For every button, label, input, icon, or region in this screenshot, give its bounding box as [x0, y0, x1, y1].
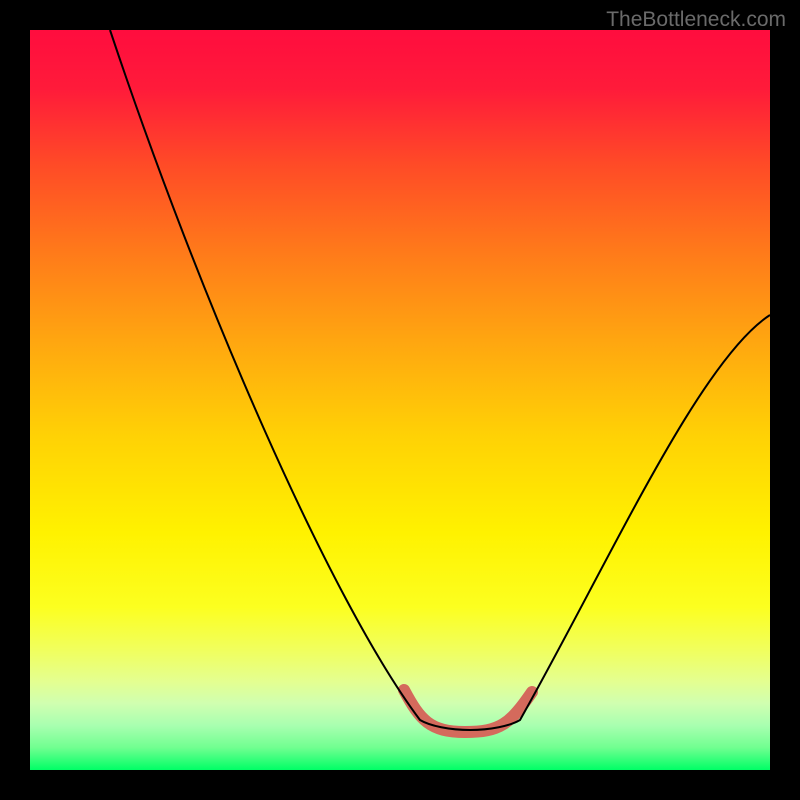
plot-background: [30, 30, 770, 770]
chart-container: TheBottleneck.com: [0, 0, 800, 800]
bottleneck-chart: [0, 0, 800, 800]
watermark-text: TheBottleneck.com: [606, 8, 786, 32]
